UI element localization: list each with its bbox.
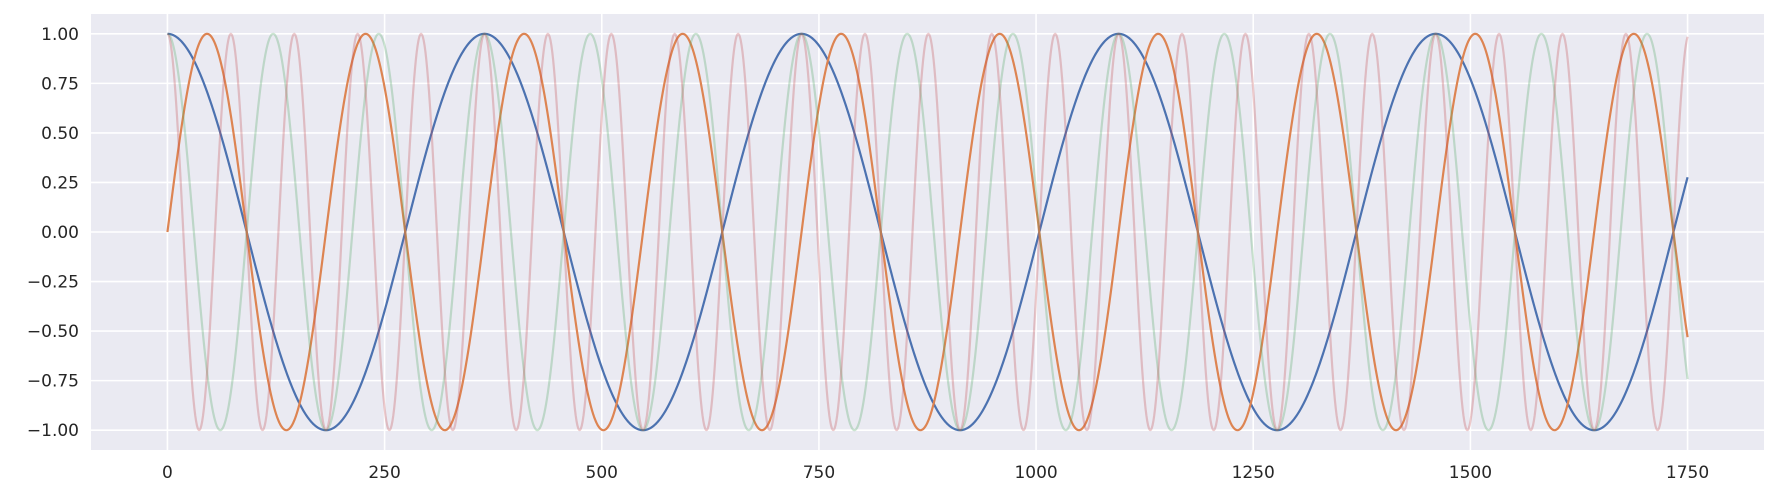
x-tick-label: 0 xyxy=(162,463,173,483)
grid xyxy=(91,14,1764,450)
x-tick-label: 750 xyxy=(803,463,835,483)
y-tick-label: 0.25 xyxy=(41,173,79,193)
x-tick-label: 250 xyxy=(368,463,400,483)
x-tick-label: 1500 xyxy=(1449,463,1492,483)
x-axis: 0 250 500 750 1000 1250 1500 1750 xyxy=(162,463,1709,483)
series-lines xyxy=(166,32,1689,432)
x-tick-label: 1250 xyxy=(1232,463,1275,483)
y-tick-label: −0.50 xyxy=(27,322,79,342)
series-line-1 xyxy=(167,32,1689,432)
y-tick-label: 1.00 xyxy=(41,25,79,45)
y-tick-label: −1.00 xyxy=(27,421,79,441)
x-tick-label: 1750 xyxy=(1666,463,1709,483)
y-tick-label: 0.00 xyxy=(41,223,79,243)
series-line-4 xyxy=(166,32,1689,432)
y-tick-label: −0.75 xyxy=(27,372,79,392)
y-tick-label: 0.50 xyxy=(41,124,79,144)
y-tick-label: −0.25 xyxy=(27,273,79,293)
x-tick-label: 500 xyxy=(586,463,618,483)
x-tick-label: 1000 xyxy=(1014,463,1057,483)
series-line-3 xyxy=(167,32,1689,432)
series-line-2 xyxy=(166,32,1689,432)
y-axis: 1.00 0.75 0.50 0.25 0.00 −0.25 −0.50 −0.75 −1.00 xyxy=(27,25,79,441)
y-tick-label: 0.75 xyxy=(41,74,79,94)
